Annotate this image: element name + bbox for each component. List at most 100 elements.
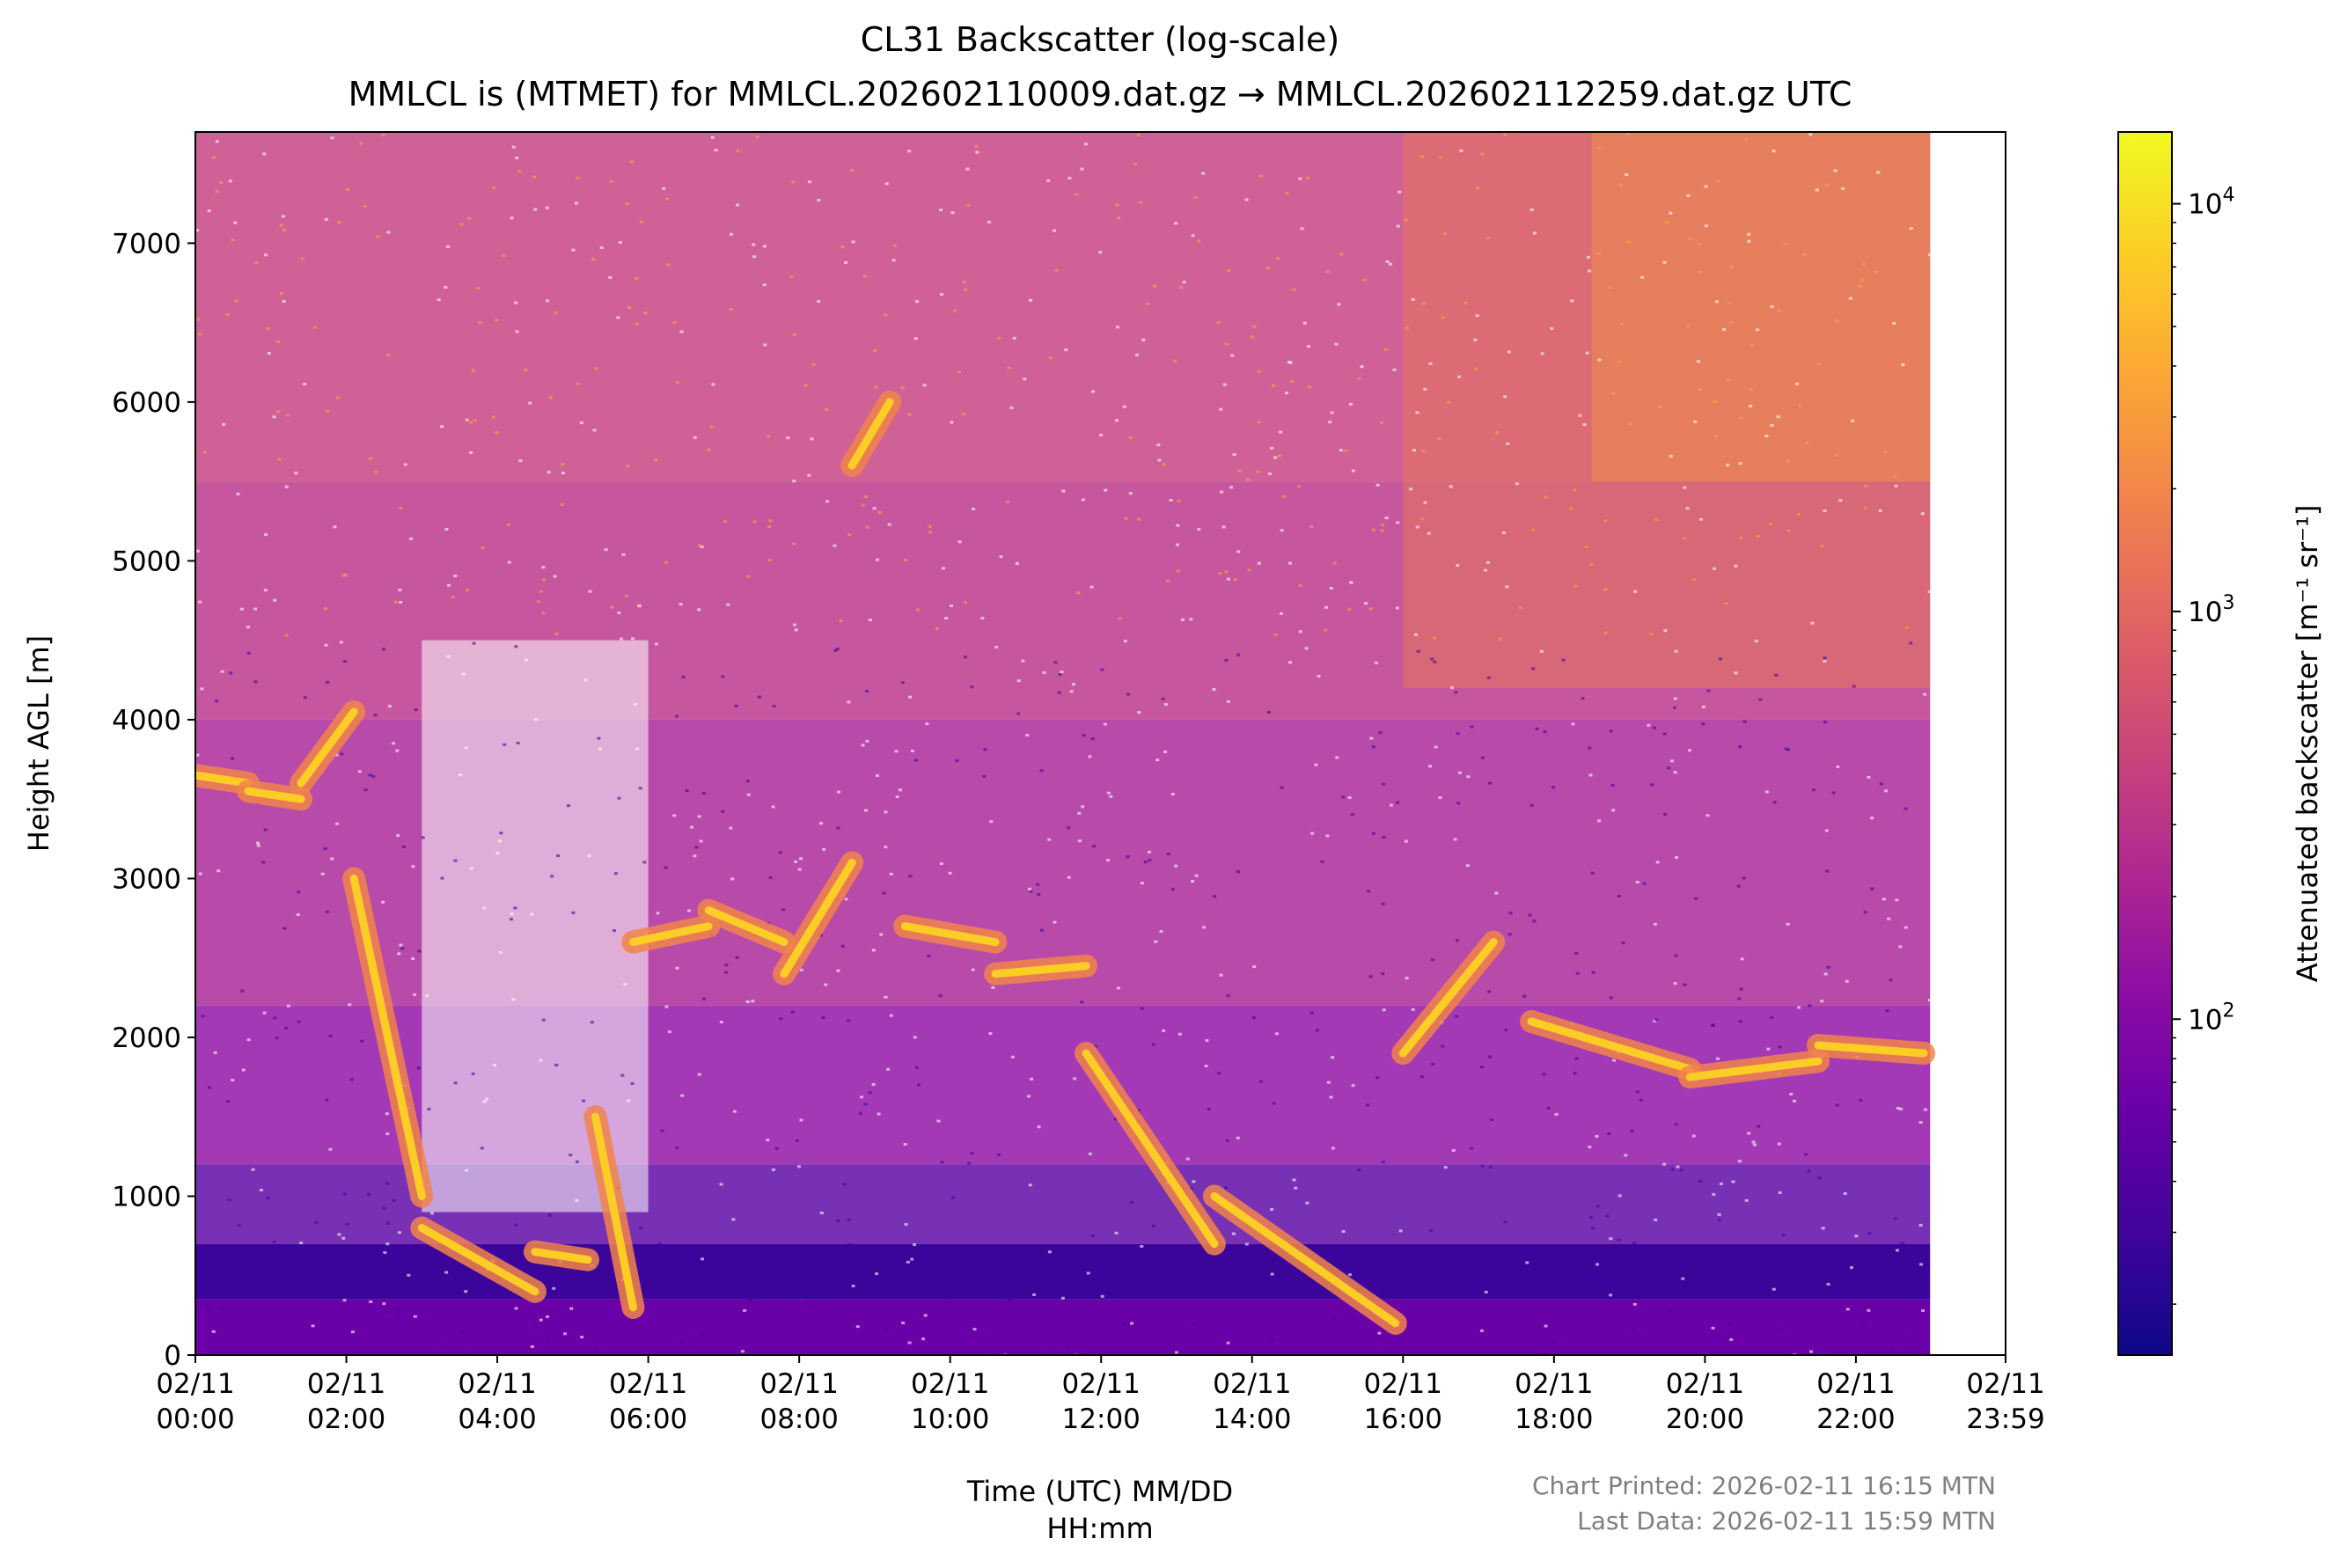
heatmap-speckle bbox=[1141, 338, 1146, 341]
heatmap-speckle bbox=[1310, 832, 1315, 835]
heatmap-speckle bbox=[1757, 1125, 1761, 1128]
heatmap-speckle bbox=[1717, 1219, 1721, 1222]
heatmap-speckle bbox=[903, 1142, 907, 1146]
heatmap-speckle bbox=[868, 1091, 872, 1095]
heatmap-speckle bbox=[552, 1286, 556, 1290]
heatmap-speckle bbox=[1244, 1242, 1249, 1246]
x-tick-time: 12:00 bbox=[1062, 1403, 1141, 1435]
x-tick-time: 10:00 bbox=[911, 1403, 989, 1435]
heatmap-speckle bbox=[1366, 1103, 1370, 1107]
heatmap-speckle bbox=[282, 300, 286, 304]
heatmap-speckle bbox=[1674, 1123, 1678, 1126]
heatmap-speckle bbox=[1454, 691, 1458, 694]
cloud-layer bbox=[195, 771, 253, 788]
heatmap-speckle bbox=[1344, 449, 1348, 452]
heatmap-speckle bbox=[1688, 749, 1692, 752]
heatmap-speckle bbox=[1713, 567, 1717, 570]
heatmap-speckle bbox=[1427, 531, 1431, 535]
cloud-layer bbox=[900, 922, 1000, 947]
heatmap-speckle bbox=[1385, 260, 1390, 263]
heatmap-speckle bbox=[948, 871, 952, 875]
heatmap-speckle bbox=[284, 634, 289, 637]
heatmap-speckle bbox=[1251, 1016, 1256, 1020]
heatmap-speckle bbox=[751, 1000, 755, 1003]
heatmap-speckle bbox=[598, 747, 602, 751]
heatmap-speckle bbox=[1380, 421, 1384, 425]
heatmap-speckle bbox=[1561, 658, 1566, 662]
heatmap-speckle bbox=[541, 1018, 546, 1022]
heatmap-speckle bbox=[1404, 218, 1408, 222]
heatmap-speckle bbox=[561, 1273, 566, 1277]
heatmap-speckle bbox=[1611, 392, 1616, 395]
heatmap-speckle bbox=[1754, 640, 1758, 643]
heatmap-speckle bbox=[330, 136, 334, 140]
heatmap-speckle bbox=[1772, 150, 1776, 153]
heatmap-speckle bbox=[1778, 1191, 1782, 1194]
heatmap-speckle bbox=[914, 1066, 919, 1069]
heatmap-speckle bbox=[1749, 388, 1753, 392]
heatmap-speckle bbox=[729, 1287, 733, 1291]
heatmap-speckle bbox=[253, 607, 258, 611]
heatmap-speckle bbox=[215, 190, 219, 194]
heatmap-speckle bbox=[1607, 1132, 1611, 1136]
heatmap-speckle bbox=[1039, 928, 1044, 932]
heatmap-speckle bbox=[1474, 367, 1478, 370]
heatmap-speckle bbox=[1574, 952, 1579, 956]
heatmap-speckle bbox=[1470, 725, 1474, 729]
heatmap-speckle bbox=[836, 969, 840, 972]
heatmap-speckle bbox=[1080, 167, 1084, 171]
heatmap-speckle bbox=[1484, 1290, 1488, 1293]
heatmap-speckle bbox=[539, 1318, 543, 1322]
heatmap-speckle bbox=[675, 381, 679, 385]
heatmap-speckle bbox=[233, 221, 238, 224]
heatmap-speckle bbox=[1412, 449, 1416, 452]
heatmap-speckle bbox=[495, 851, 500, 854]
heatmap-speckle bbox=[374, 471, 378, 474]
heatmap-speckle bbox=[1573, 584, 1578, 588]
heatmap-speckle bbox=[1067, 876, 1071, 879]
heatmap-speckle bbox=[1487, 990, 1492, 993]
heatmap-speckle bbox=[1039, 769, 1044, 773]
heatmap-speckle bbox=[915, 300, 920, 304]
heatmap-speckle bbox=[667, 1030, 671, 1034]
heatmap-speckle bbox=[1368, 975, 1373, 978]
heatmap-speckle bbox=[945, 1297, 950, 1301]
heatmap-speckle bbox=[1816, 363, 1821, 366]
heatmap-speckle bbox=[276, 410, 281, 414]
heatmap-speckle bbox=[1170, 888, 1175, 891]
heatmap-speckle bbox=[1288, 661, 1293, 664]
heatmap-speckle bbox=[1909, 227, 1913, 231]
x-tick-date: 02/11 bbox=[1816, 1368, 1895, 1400]
heatmap-speckle bbox=[792, 333, 796, 336]
heatmap-speckle bbox=[1331, 1147, 1335, 1150]
heatmap-speckle bbox=[1543, 1352, 1547, 1355]
heatmap-speckle bbox=[1714, 435, 1719, 438]
heatmap-speckle bbox=[803, 384, 808, 387]
heatmap-speckle bbox=[1851, 419, 1855, 422]
heatmap-speckle bbox=[399, 600, 403, 604]
heatmap-speckle bbox=[1764, 790, 1769, 794]
heatmap-speckle bbox=[1681, 1277, 1685, 1280]
cloud-layer bbox=[1685, 1057, 1823, 1081]
heatmap-speckle bbox=[1823, 721, 1828, 724]
heatmap-speckle bbox=[1221, 525, 1226, 529]
heatmap-speckle bbox=[1349, 581, 1353, 584]
heatmap-speckle bbox=[453, 1081, 458, 1085]
heatmap-speckle bbox=[1093, 1044, 1097, 1048]
heatmap-speckle bbox=[616, 316, 620, 319]
heatmap-speckle bbox=[1409, 487, 1413, 491]
heatmap-speckle bbox=[308, 1276, 312, 1279]
heatmap-speckle bbox=[1362, 278, 1367, 282]
heatmap-speckle bbox=[1825, 869, 1830, 873]
heatmap-speckle bbox=[469, 421, 473, 424]
heatmap-speckle bbox=[982, 774, 987, 778]
heatmap-speckle bbox=[631, 637, 635, 641]
heatmap-speckle bbox=[229, 671, 233, 675]
heatmap-speckle bbox=[1554, 1112, 1559, 1116]
heatmap-speckle bbox=[842, 1183, 847, 1186]
heatmap-speckle bbox=[1404, 839, 1408, 843]
heatmap-speckle bbox=[1820, 1000, 1824, 1003]
heatmap-speckle bbox=[524, 658, 528, 662]
heatmap-speckle bbox=[556, 854, 561, 858]
heatmap-speckle bbox=[639, 1226, 643, 1229]
